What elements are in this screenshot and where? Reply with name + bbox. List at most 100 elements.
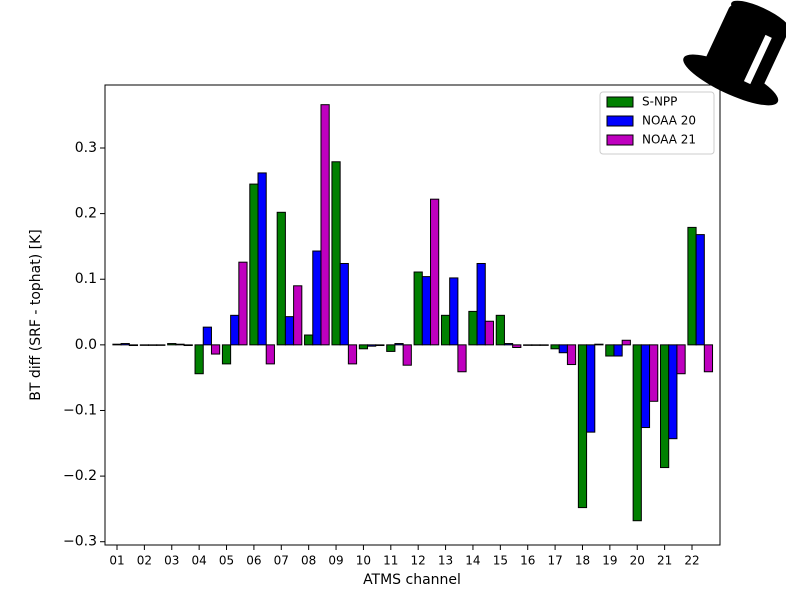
bar	[558, 344, 568, 354]
y-tick-label: 0.2	[75, 206, 97, 222]
bar	[632, 344, 642, 522]
x-tick-label: 20	[630, 554, 645, 568]
x-tick-label: 10	[356, 554, 371, 568]
y-tick-label: 0.0	[75, 337, 97, 353]
bar	[175, 343, 185, 346]
bar	[503, 343, 514, 346]
bar	[339, 262, 349, 346]
top-hat	[683, 0, 786, 106]
x-tick-label: 21	[657, 554, 672, 568]
bar	[703, 344, 714, 373]
bar	[402, 344, 412, 366]
x-tick-label: 05	[219, 554, 234, 568]
bar	[531, 344, 541, 346]
bar	[523, 344, 533, 346]
bar	[238, 261, 248, 346]
x-tick-label: 09	[328, 554, 343, 568]
bar	[230, 314, 240, 346]
bar	[468, 310, 478, 346]
bar	[128, 344, 139, 347]
bar	[495, 314, 505, 346]
legend-label: NOAA 20	[642, 114, 696, 128]
bar	[120, 343, 130, 346]
bar	[276, 211, 286, 346]
bar	[147, 344, 158, 346]
bar	[367, 344, 377, 347]
y-tick-label: 0.3	[75, 140, 97, 156]
bar	[613, 344, 623, 357]
y-tick-label: −0.3	[63, 534, 97, 550]
bar	[421, 276, 432, 346]
y-axis-label: BT diff (SRF - tophat) [K]	[28, 229, 44, 400]
x-tick-label: 03	[164, 554, 179, 568]
legend-swatch	[606, 96, 634, 108]
bar	[449, 277, 459, 346]
plot-frame	[104, 84, 721, 546]
bar	[210, 344, 221, 355]
legend-label: NOAA 21	[642, 133, 696, 147]
bar	[167, 343, 177, 346]
bar	[640, 344, 651, 429]
x-tick-label: 11	[383, 554, 398, 568]
bar	[660, 344, 670, 469]
bar	[221, 344, 232, 365]
bar	[293, 285, 303, 346]
x-tick-label: 08	[301, 554, 316, 568]
bar	[331, 161, 341, 346]
bar	[304, 334, 314, 346]
bar	[676, 344, 686, 375]
bar	[512, 344, 522, 348]
bar	[687, 226, 697, 346]
bar	[249, 183, 259, 346]
x-tick-label: 12	[411, 554, 426, 568]
bar	[394, 343, 404, 346]
x-tick-label: 07	[274, 554, 289, 568]
bar	[202, 326, 212, 346]
x-tick-label: 17	[547, 554, 562, 568]
legend-swatch	[606, 115, 634, 127]
bar	[430, 198, 440, 346]
bar	[183, 344, 193, 347]
bar	[320, 104, 330, 346]
y-tick-label: 0.1	[75, 271, 97, 287]
bar	[284, 316, 295, 346]
x-tick-label: 19	[602, 554, 617, 568]
bar	[649, 344, 659, 402]
bar	[265, 344, 275, 365]
x-tick-label: 14	[465, 554, 480, 568]
bar	[358, 344, 369, 350]
legend-label: S-NPP	[642, 95, 677, 109]
bar	[112, 343, 122, 346]
x-tick-label: 22	[684, 554, 699, 568]
y-tick-label: −0.2	[63, 468, 97, 484]
bar	[605, 344, 615, 357]
bar	[194, 344, 204, 375]
bar	[586, 344, 596, 433]
bar	[139, 344, 149, 346]
bar	[550, 344, 560, 350]
bar	[484, 320, 494, 346]
bar	[457, 344, 467, 373]
bar	[577, 344, 588, 509]
bar	[347, 344, 358, 365]
x-axis-label: ATMS channel	[363, 572, 461, 588]
x-tick-label: 02	[137, 554, 152, 568]
bar	[566, 344, 577, 366]
bar	[156, 344, 166, 346]
bar	[375, 344, 385, 347]
bar	[539, 344, 549, 346]
x-tick-label: 13	[438, 554, 453, 568]
legend-swatch	[606, 134, 634, 146]
bar	[476, 262, 486, 346]
x-tick-label: 06	[246, 554, 261, 568]
x-tick-label: 16	[520, 554, 535, 568]
bar	[312, 250, 322, 346]
bar	[440, 314, 451, 346]
bar	[413, 271, 423, 346]
bar	[594, 343, 604, 346]
bar	[621, 339, 631, 346]
bar	[668, 344, 678, 440]
y-tick-label: −0.1	[63, 402, 97, 418]
bar	[257, 172, 267, 346]
